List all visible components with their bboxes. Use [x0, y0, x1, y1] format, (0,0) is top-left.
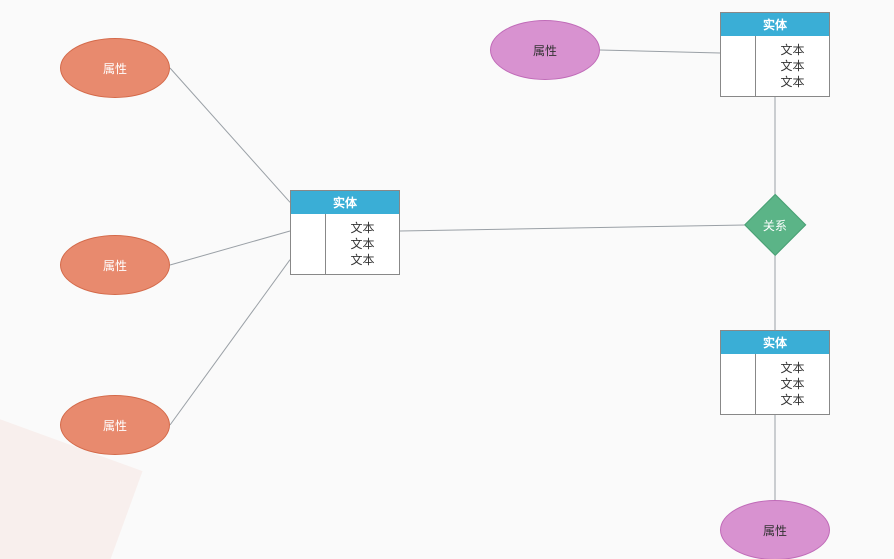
attribute-ellipse-4: 属性 [490, 20, 600, 80]
entity-row: 文本 [780, 58, 804, 74]
entity-leftcol [721, 354, 756, 414]
entity-leftcol [721, 36, 756, 96]
entity-row: 文本 [780, 392, 804, 408]
entity-row: 文本 [780, 376, 804, 392]
entity-row: 文本 [350, 220, 374, 236]
relationship-diamond: 关系 [745, 195, 805, 255]
entity-table-3: 实体 文本 文本 文本 [720, 330, 830, 415]
entity-leftcol [291, 214, 326, 274]
entity-row: 文本 [350, 236, 374, 252]
diamond-shape: 关系 [744, 194, 807, 257]
entity-header: 实体 [291, 191, 399, 214]
entity-row: 文本 [780, 42, 804, 58]
entity-rows: 文本 文本 文本 [756, 354, 829, 414]
entity-rows: 文本 文本 文本 [756, 36, 829, 96]
attribute-ellipse-3: 属性 [60, 395, 170, 455]
attribute-ellipse-2: 属性 [60, 235, 170, 295]
attribute-label: 属性 [533, 42, 557, 59]
attribute-label: 属性 [763, 522, 787, 539]
relationship-label: 关系 [763, 216, 787, 233]
entity-row: 文本 [780, 360, 804, 376]
attribute-ellipse-1: 属性 [60, 38, 170, 98]
entity-table-1: 实体 文本 文本 文本 [290, 190, 400, 275]
attribute-ellipse-5: 属性 [720, 500, 830, 559]
entity-table-2: 实体 文本 文本 文本 [720, 12, 830, 97]
attribute-label: 属性 [103, 60, 127, 77]
entity-row: 文本 [780, 74, 804, 90]
attribute-label: 属性 [103, 417, 127, 434]
entity-row: 文本 [350, 252, 374, 268]
attribute-label: 属性 [103, 257, 127, 274]
entity-header: 实体 [721, 13, 829, 36]
entity-header: 实体 [721, 331, 829, 354]
entity-rows: 文本 文本 文本 [326, 214, 399, 274]
